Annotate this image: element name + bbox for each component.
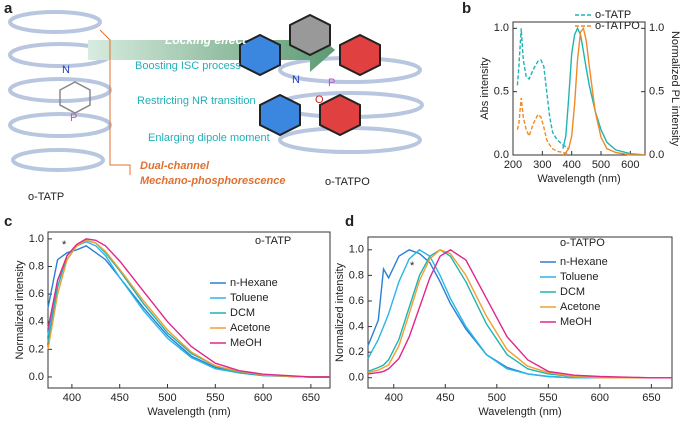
series-line	[516, 28, 570, 150]
legend-label: n-Hexane	[230, 277, 278, 289]
legend-label: Acetone	[230, 322, 270, 334]
legend-label: DCM	[230, 307, 255, 319]
outcome: Dual-channel	[140, 160, 210, 172]
legend-label: Acetone	[560, 301, 600, 313]
x-axis-label: Wavelength (nm)	[147, 406, 230, 418]
legend-label: o-TATPO	[595, 20, 640, 32]
y-tick-label: 1.0	[349, 244, 364, 256]
atom: P	[328, 77, 335, 89]
x-axis-label: Wavelength (nm)	[537, 173, 620, 185]
y-tick-label: 1.0	[494, 22, 509, 34]
plot-frame	[47, 231, 331, 389]
x-tick-label: 450	[436, 392, 454, 404]
series-line	[367, 248, 672, 379]
annotation: *	[62, 239, 67, 251]
series-line	[367, 248, 672, 379]
y2-tick-label: 1.0	[649, 22, 664, 34]
x-axis-label: Wavelength (nm)	[478, 406, 561, 418]
scheme-art	[8, 10, 424, 175]
y-tick-label: 0.2	[349, 346, 364, 358]
panel-label: a	[4, 0, 13, 17]
x-tick-label: 550	[206, 392, 224, 404]
atom: O	[315, 94, 324, 106]
y-tick-label: 0.0	[29, 371, 44, 383]
y2-axis-label: Normalized PL intensity	[669, 31, 681, 147]
legend-label: Toluene	[560, 271, 599, 283]
x-tick-label: 500	[488, 392, 506, 404]
y2-tick-label: 0.5	[649, 86, 664, 98]
legend-label: DCM	[560, 286, 585, 298]
x-tick-label: 600	[591, 392, 609, 404]
plot-frame	[367, 236, 673, 389]
x-tick-label: 300	[533, 159, 551, 171]
effect: Restricting NR transition	[137, 95, 256, 107]
atom: N	[292, 74, 300, 86]
legend-label: MeOH	[230, 337, 262, 349]
legend-label: MeOH	[560, 316, 592, 328]
annotation: *	[410, 260, 415, 272]
x-tick-label: 200	[504, 159, 522, 171]
y-tick-label: 0.6	[29, 288, 44, 300]
atom: N	[62, 64, 70, 76]
x-tick-label: 400	[385, 392, 403, 404]
panel-label: b	[462, 0, 471, 17]
plot-frame	[512, 21, 646, 156]
y-tick-label: 0.8	[349, 269, 364, 281]
y-tick-label: 0.5	[494, 86, 509, 98]
atom: P	[70, 112, 77, 124]
x-tick-label: 450	[111, 392, 129, 404]
annotation: o-TATPO	[560, 237, 605, 249]
y-tick-label: 1.0	[29, 233, 44, 245]
x-tick-label: 650	[302, 392, 320, 404]
effect: Enlarging dipole moment	[148, 132, 270, 144]
y2-tick-label: 0.0	[649, 149, 664, 161]
y-tick-label: 0.4	[29, 316, 44, 328]
annotation: o-TATP	[255, 235, 291, 247]
x-tick-label: 650	[642, 392, 660, 404]
series-line	[367, 248, 672, 379]
arrow-label: Locking effect	[165, 33, 247, 47]
legend-label: Toluene	[230, 292, 269, 304]
x-tick-label: 400	[63, 392, 81, 404]
y-tick-label: 0.0	[494, 149, 509, 161]
series-line	[47, 240, 330, 378]
legend-label: n-Hexane	[560, 256, 608, 268]
y-tick-label: 0.6	[349, 295, 364, 307]
outcome: Mechano-phosphorescence	[140, 175, 285, 187]
legend-label: o-TATP	[595, 9, 631, 21]
y-tick-label: 0.4	[349, 320, 364, 332]
y-tick-label: 0.8	[29, 260, 44, 272]
compound-name: o-TATP	[28, 191, 64, 203]
series-line	[47, 245, 330, 378]
x-tick-label: 500	[592, 159, 610, 171]
series-line	[516, 97, 569, 155]
series-line	[562, 26, 645, 156]
y-axis-label: Abs intensity	[479, 57, 491, 120]
effect: Boosting ISC process	[135, 60, 241, 72]
x-tick-label: 400	[562, 159, 580, 171]
series-line	[562, 26, 646, 156]
x-tick-label: 600	[621, 159, 639, 171]
panel-label: c	[4, 213, 12, 230]
y-axis-label: Normalized intensity	[14, 260, 26, 360]
y-tick-label: 0.0	[349, 372, 364, 384]
x-tick-label: 600	[254, 392, 272, 404]
x-tick-label: 550	[539, 392, 557, 404]
compound-name: o-TATPO	[325, 176, 370, 188]
x-tick-label: 500	[158, 392, 176, 404]
y-tick-label: 0.2	[29, 343, 44, 355]
series-line	[47, 238, 330, 378]
panel-label: d	[345, 213, 354, 230]
y-axis-label: Normalized intensity	[334, 262, 346, 362]
